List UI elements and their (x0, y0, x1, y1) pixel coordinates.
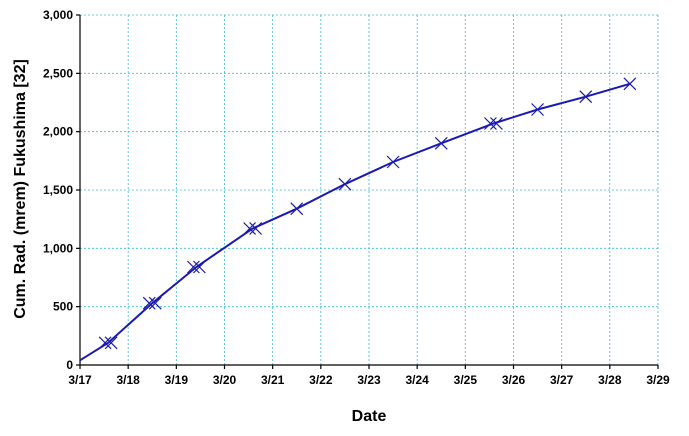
marker-stroke (104, 336, 118, 350)
marker-stroke (338, 177, 352, 191)
gridlines (80, 14, 659, 365)
y-axis-title: Cum. Rad. (mrem) Fukushima [32] (12, 59, 29, 319)
marker-stroke (386, 155, 400, 169)
marker-stroke (579, 90, 593, 104)
marker-stroke (290, 202, 304, 216)
series-line (79, 82, 631, 362)
x-axis-title: Date (352, 408, 387, 425)
x-tick-label: 3/29 (646, 373, 670, 387)
data-point-marker (290, 202, 304, 216)
data-point-marker (243, 222, 263, 235)
data-point-marker (531, 103, 545, 116)
marker-stroke (490, 117, 503, 130)
y-tick-label: 3,000 (43, 8, 73, 22)
x-tick-label: 3/25 (454, 373, 478, 387)
x-tick-label: 3/22 (309, 373, 333, 387)
x-tick-label: 3/18 (116, 373, 140, 387)
data-point-marker (142, 296, 162, 310)
x-tick-label: 3/26 (502, 373, 526, 387)
y-tick-label: 1,500 (43, 183, 73, 197)
marker-stroke (434, 136, 448, 150)
data-point-marker (579, 90, 593, 104)
marker-stroke (531, 103, 545, 116)
x-tick-label: 3/21 (261, 373, 285, 387)
data-point-marker (338, 177, 352, 191)
marker-stroke (186, 260, 200, 274)
x-tick-label: 3/17 (68, 373, 92, 387)
x-tick-label: 3/24 (405, 373, 429, 387)
x-tick-label: 3/23 (357, 373, 381, 387)
marker-stroke (192, 260, 206, 274)
data-point-marker (386, 155, 400, 169)
y-tick-label: 2,500 (43, 66, 73, 80)
y-tick-label: 500 (53, 300, 73, 314)
marker-stroke (142, 296, 156, 310)
data-point-marker (434, 136, 448, 150)
x-tick-label: 3/20 (213, 373, 237, 387)
x-tick-label: 3/28 (598, 373, 622, 387)
marker-stroke (243, 222, 257, 235)
marker-stroke (98, 336, 112, 350)
marker-stroke (484, 117, 497, 130)
data-point-marker (623, 77, 637, 91)
marker-stroke (623, 77, 637, 91)
x-tick-label: 3/27 (550, 373, 574, 387)
y-tick-label: 1,000 (43, 241, 73, 255)
data-point-marker (484, 117, 503, 130)
marker-stroke (148, 296, 162, 310)
tick-labels: 3/17 3/18 3/19 3/20 3/21 3/22 3/23 3/24 3/25 3/26… (43, 8, 670, 387)
y-tick-label: 2,000 (43, 125, 73, 139)
data-point-marker (98, 336, 118, 350)
series (79, 77, 637, 362)
data-point-marker (186, 260, 206, 274)
x-tick-label: 3/19 (165, 373, 189, 387)
y-tick-label: 0 (66, 358, 73, 372)
marker-stroke (249, 222, 263, 235)
axes (76, 14, 659, 369)
